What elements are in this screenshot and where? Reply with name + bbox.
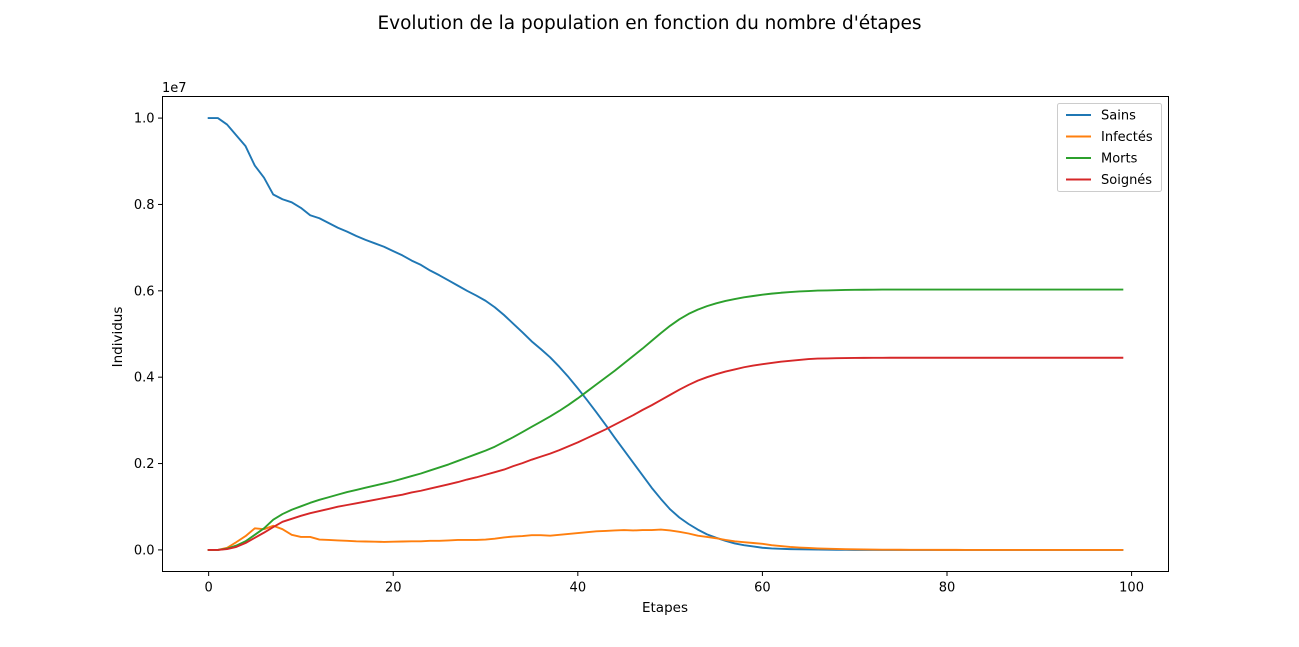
legend-label: Sains (1101, 109, 1136, 124)
x-tick-label: 100 (1119, 581, 1144, 596)
legend-label: Morts (1101, 152, 1138, 167)
x-axis: 0 20 40 60 80 100 (205, 571, 1144, 596)
y-tick-label: 1.0 (134, 112, 155, 127)
x-tick-label: 0 (205, 581, 213, 596)
y-axis: 0.0 0.2 0.4 0.6 0.8 1.0 (134, 112, 163, 558)
legend-label: Infectés (1101, 130, 1153, 145)
y-axis-label: Individus (110, 307, 126, 368)
axes-frame (162, 96, 1169, 572)
y-tick-label: 0.8 (134, 198, 155, 213)
x-axis-label: Etapes (642, 600, 688, 616)
y-tick-label: 0.6 (134, 284, 155, 299)
series-line-4 (207, 356, 1124, 551)
lines-layer (207, 117, 1124, 551)
x-tick-label: 80 (939, 581, 956, 596)
plot-area: 0 20 40 60 80 100 0.0 0.2 0.4 0.6 0.8 1.0 (134, 96, 1169, 596)
y-tick-label: 0.0 (134, 543, 155, 558)
series-line-2 (207, 524, 1124, 551)
x-tick-label: 40 (570, 581, 587, 596)
legend-label: Soignés (1101, 173, 1152, 188)
y-tick-label: 0.2 (134, 457, 155, 472)
legend-entries: Sains Infectés Morts Soignés (1066, 109, 1153, 188)
series-line-3 (207, 288, 1124, 551)
y-offset-label: 1e7 (162, 81, 187, 96)
chart-title: Evolution de la population en fonction d… (377, 13, 921, 34)
x-tick-label: 20 (385, 581, 402, 596)
legend-box (1057, 103, 1162, 192)
y-tick-label: 0.4 (134, 371, 155, 386)
x-tick-label: 60 (754, 581, 771, 596)
legend: Sains Infectés Morts Soignés (1057, 103, 1162, 192)
